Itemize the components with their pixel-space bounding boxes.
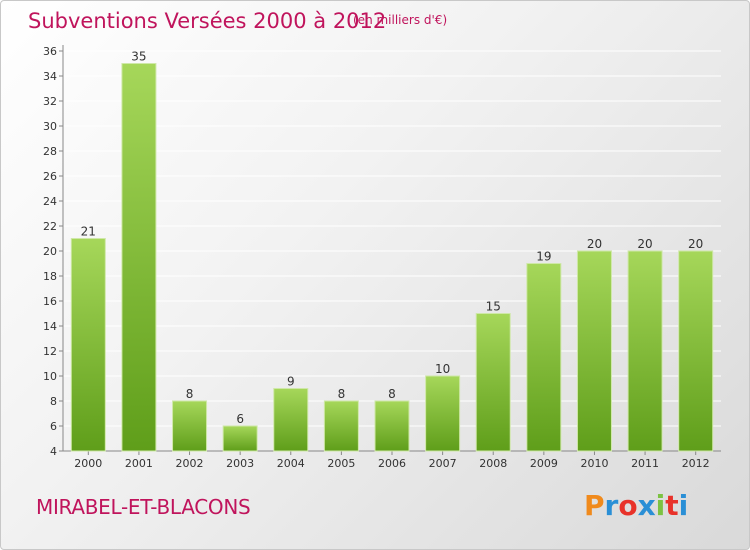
data-label-2002: 8 (186, 387, 194, 401)
data-label-2006: 8 (388, 387, 396, 401)
y-tick-label: 8 (50, 395, 57, 408)
y-tick-label: 10 (43, 370, 57, 383)
x-tick-label-2004: 2004 (277, 457, 305, 470)
y-tick-label: 4 (50, 445, 57, 458)
y-tick-label: 18 (43, 270, 57, 283)
x-tick-label-2000: 2000 (74, 457, 102, 470)
bar-2006 (374, 400, 410, 452)
bar-2011 (627, 250, 663, 452)
x-tick-label-2008: 2008 (479, 457, 507, 470)
brand-letter: i (678, 489, 689, 522)
bar-2008 (475, 313, 511, 452)
commune-name: MIRABEL-ET-BLACONS (36, 495, 251, 519)
chart-title: Subventions Versées 2000 à 2012 (28, 9, 387, 33)
proxiti-logo: Proxiti (584, 489, 688, 522)
data-label-2009: 19 (536, 250, 551, 264)
y-tick-label: 20 (43, 245, 57, 258)
bar-2001 (121, 63, 157, 452)
data-label-2003: 6 (236, 412, 244, 426)
x-tick-label-2001: 2001 (125, 457, 153, 470)
bar-2004 (273, 388, 309, 452)
data-label-2007: 10 (435, 362, 450, 376)
x-tick-label-2009: 2009 (530, 457, 558, 470)
brand-letter: i (655, 489, 666, 522)
y-tick-label: 36 (43, 45, 57, 58)
y-tick-label: 16 (43, 295, 57, 308)
bar-2012 (678, 250, 714, 452)
x-tick-label-2006: 2006 (378, 457, 406, 470)
data-label-2000: 21 (81, 225, 96, 239)
data-label-2001: 35 (131, 50, 146, 64)
x-tick-label-2011: 2011 (631, 457, 659, 470)
data-label-2004: 9 (287, 375, 295, 389)
brand-letter: P (584, 489, 605, 522)
data-label-2012: 20 (688, 237, 703, 251)
x-tick-label-2002: 2002 (176, 457, 204, 470)
x-tick-label-2003: 2003 (226, 457, 254, 470)
x-tick-label-2010: 2010 (580, 457, 608, 470)
bar-2005 (323, 400, 359, 452)
bar-2003 (222, 425, 258, 452)
x-tick-label-2005: 2005 (327, 457, 355, 470)
data-label-2005: 8 (338, 387, 346, 401)
data-label-2010: 20 (587, 237, 602, 251)
data-label-2008: 15 (486, 300, 501, 314)
y-tick-label: 32 (43, 95, 57, 108)
bar-2002 (172, 400, 208, 452)
x-tick-label-2012: 2012 (682, 457, 710, 470)
y-tick-label: 24 (43, 195, 57, 208)
y-tick-label: 28 (43, 145, 57, 158)
x-tick-label-2007: 2007 (429, 457, 457, 470)
brand-letter: o (618, 489, 638, 522)
y-tick-label: 6 (50, 420, 57, 433)
brand-letter: x (637, 489, 656, 522)
y-tick-label: 22 (43, 220, 57, 233)
brand-letter: r (604, 489, 619, 522)
data-label-2011: 20 (637, 237, 652, 251)
bar-2009 (526, 263, 562, 452)
y-tick-label: 34 (43, 70, 57, 83)
bar-2007 (425, 375, 461, 452)
y-tick-label: 26 (43, 170, 57, 183)
y-tick-label: 14 (43, 320, 57, 333)
chart-unit-note: (en milliers d'€) (353, 13, 448, 27)
y-tick-label: 30 (43, 120, 57, 133)
brand-letter: t (665, 489, 679, 522)
bar-2000 (70, 238, 106, 452)
bar-2010 (576, 250, 612, 452)
y-tick-label: 12 (43, 345, 57, 358)
